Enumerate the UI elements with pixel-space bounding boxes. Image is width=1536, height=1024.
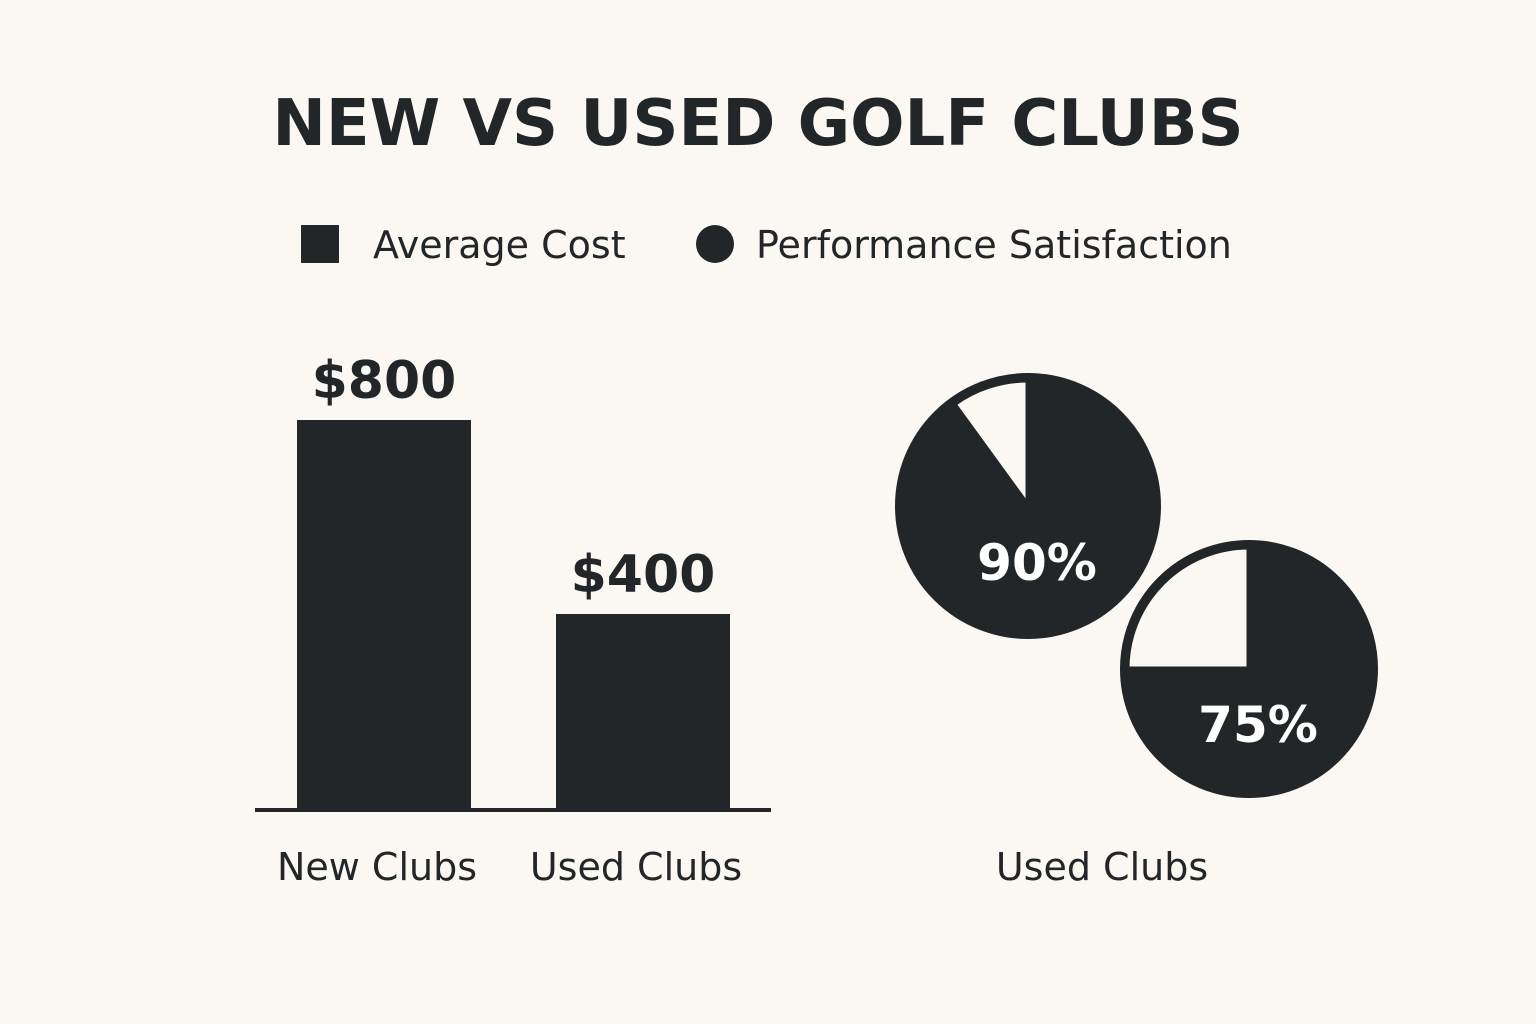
legend-circle-marker	[696, 225, 734, 263]
bar-new-clubs	[297, 420, 471, 808]
pie-category-label: Used Clubs	[996, 845, 1208, 889]
pie-charts: 90% 75%	[895, 373, 1378, 798]
pie-value-label: 75%	[1198, 696, 1318, 754]
bar-used-clubs	[556, 614, 730, 808]
legend: Average Cost Performance Satisfaction	[301, 223, 1232, 267]
category-label: Used Clubs	[530, 845, 742, 889]
bar-value-label: $400	[571, 545, 716, 605]
category-label: New Clubs	[277, 845, 477, 889]
pie-remainder-wedge	[1124, 544, 1252, 672]
bar-chart: $800 New Clubs $400 Used Clubs	[277, 351, 742, 889]
pie-value-label: 90%	[977, 534, 1097, 592]
chart-title: NEW VS USED GOLF CLUBS	[272, 87, 1243, 161]
pie-remainder-wedge	[950, 377, 1031, 514]
bar-value-label: $800	[312, 351, 457, 411]
legend-label-performance-satisfaction: Performance Satisfaction	[756, 223, 1232, 267]
legend-label-average-cost: Average Cost	[373, 223, 626, 267]
legend-square-marker	[301, 225, 339, 263]
